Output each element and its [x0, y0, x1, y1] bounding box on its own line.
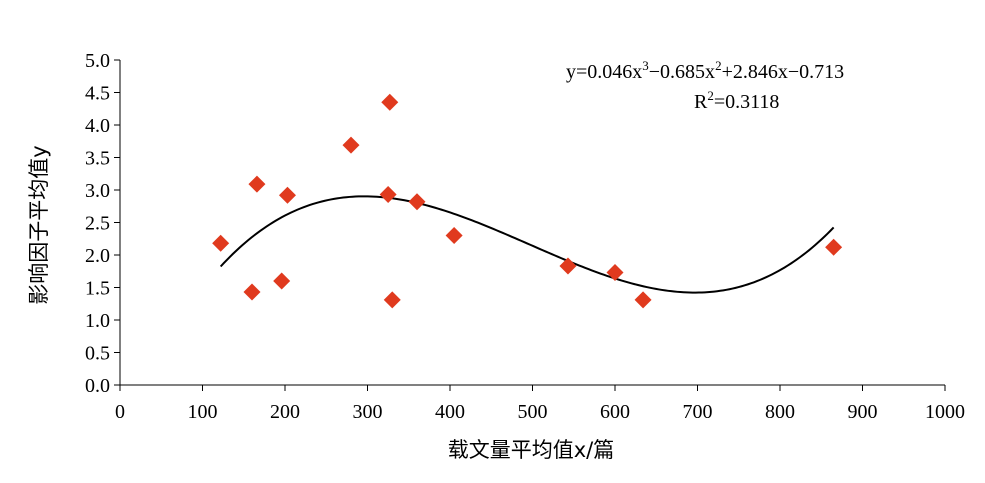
y-tick-label: 2.5: [85, 213, 110, 235]
data-point: [634, 291, 652, 309]
x-tick-label: 100: [188, 401, 218, 423]
data-point: [606, 264, 624, 282]
y-tick-label: 0.0: [85, 375, 110, 397]
data-point: [445, 227, 463, 244]
y-tick-label: 5.0: [85, 50, 110, 72]
data-point: [273, 272, 291, 290]
x-tick-label: 900: [848, 401, 878, 423]
data-point: [381, 93, 399, 111]
y-axis-ticks: 0.0 0.5 1.0 1.5 2.0 2.5 3.0 3.5 4.0 4.5 5.0: [85, 50, 120, 397]
data-points: [212, 93, 843, 309]
x-axis-ticks: 0 100 200 300 400 500 600 700 800 900 1000: [115, 385, 965, 423]
y-tick-label: 4.0: [85, 115, 110, 137]
y-tick-label: 0.5: [85, 343, 110, 365]
data-point: [825, 238, 843, 256]
data-point: [408, 193, 426, 211]
trendline: [219, 195, 835, 294]
data-point: [383, 291, 401, 309]
y-axis-title: 影响因子平均值y: [27, 145, 51, 304]
y-tick-label: 3.5: [85, 148, 110, 170]
data-point: [342, 136, 360, 154]
x-tick-label: 600: [600, 401, 630, 423]
trend-equation: y=0.046x3−0.685x2+2.846x−0.713: [566, 58, 844, 83]
chart-axes: [119, 60, 945, 386]
x-tick-label: 700: [683, 401, 713, 423]
x-tick-label: 300: [353, 401, 383, 423]
y-tick-label: 1.5: [85, 278, 110, 300]
data-point: [243, 283, 261, 301]
trendline-group: [219, 195, 835, 294]
data-point: [379, 186, 397, 204]
data-point: [559, 257, 577, 275]
x-tick-label: 800: [765, 401, 795, 423]
r-squared-label: R2=0.3118: [694, 88, 779, 113]
y-tick-label: 3.0: [85, 180, 110, 202]
x-axis-title: 载文量平均值x/篇: [448, 438, 615, 462]
data-point: [212, 234, 230, 252]
x-tick-label: 1000: [925, 401, 965, 423]
y-tick-label: 4.5: [85, 83, 110, 105]
x-tick-label: 200: [270, 401, 300, 423]
y-tick-label: 2.0: [85, 245, 110, 267]
data-point: [248, 175, 266, 193]
data-point: [278, 186, 296, 204]
x-tick-label: 400: [435, 401, 465, 423]
y-tick-label: 1.0: [85, 310, 110, 332]
x-tick-label: 0: [115, 401, 125, 423]
x-tick-label: 500: [518, 401, 548, 423]
